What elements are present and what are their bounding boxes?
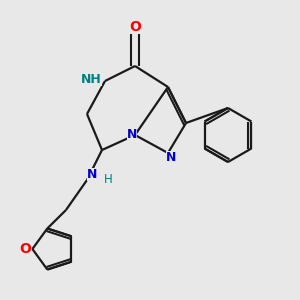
Text: N: N (166, 151, 176, 164)
Text: H: H (104, 173, 113, 186)
Text: NH: NH (81, 73, 102, 86)
Text: N: N (127, 128, 137, 142)
Text: O: O (19, 242, 31, 256)
Text: N: N (87, 168, 98, 181)
Text: O: O (129, 20, 141, 34)
